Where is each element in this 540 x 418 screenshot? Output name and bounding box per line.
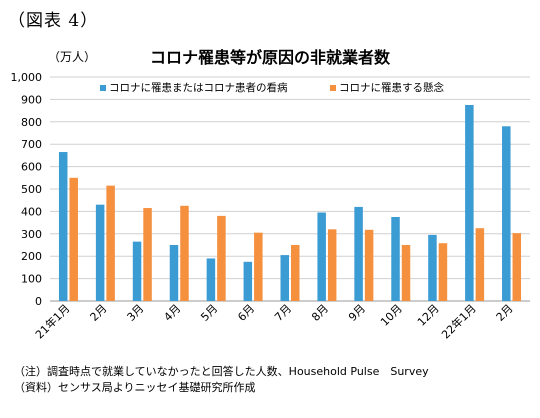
y-tick-label: 700: [21, 138, 42, 151]
x-tick-label: 9月: [346, 302, 368, 324]
bar-series-2: [291, 245, 300, 301]
y-tick-label: 500: [21, 183, 42, 196]
y-tick-label: 900: [21, 93, 42, 106]
legend-swatch: [330, 85, 336, 91]
bar-series-1: [354, 206, 363, 301]
bar-series-1: [465, 105, 474, 301]
y-tick-label: 0: [35, 295, 42, 308]
y-tick-label: 100: [21, 273, 42, 286]
y-tick-label: 200: [21, 250, 42, 263]
bar-series-1: [95, 204, 105, 301]
y-tick-label: 300: [21, 228, 42, 241]
bar-series-2: [401, 245, 411, 301]
bar-series-1: [502, 126, 511, 301]
bar-series-1: [428, 234, 437, 301]
bar-series-1: [243, 261, 253, 301]
bar-series-2: [180, 205, 189, 301]
y-tick-label: 400: [21, 205, 42, 218]
x-tick-label: 12月: [415, 302, 442, 329]
y-axis-unit-label: （万人）: [48, 50, 97, 64]
gridlines: [50, 76, 530, 302]
bar-series-2: [143, 208, 152, 301]
bar-series-1: [391, 217, 400, 301]
bar-series-1: [280, 255, 289, 301]
y-tick-label: 600: [21, 161, 42, 174]
bar-series-1: [317, 212, 326, 301]
bar-series-2: [475, 228, 485, 301]
bar-series-1: [206, 258, 216, 301]
y-tick-label: 1,000: [11, 71, 43, 84]
x-tick-label: 4月: [161, 302, 183, 324]
note-source: （資料）センサス局よりニッセイ基礎研究所作成: [14, 381, 256, 394]
x-tick-label: 2月: [88, 302, 110, 324]
bar-series-2: [364, 229, 374, 301]
x-tick-label: 7月: [272, 302, 294, 324]
note-survey: （注）調査時点で就業していなかったと回答した人数、Household Pulse…: [14, 365, 429, 378]
notes: （注）調査時点で就業していなかったと回答した人数、Household Pulse…: [14, 364, 429, 396]
y-axis-ticks: 0 100 200 300 400 500 600 700 800 900 1,000: [11, 71, 43, 308]
x-tick-label: 2月: [494, 302, 516, 324]
x-tick-label: 10月: [378, 302, 405, 329]
bar-series-2: [512, 233, 522, 301]
bar-series-2: [106, 185, 115, 301]
bars: [58, 105, 522, 301]
bar-series-1: [132, 241, 142, 301]
y-tick-label: 800: [21, 116, 42, 129]
bar-series-2: [327, 229, 337, 301]
bar-series-1: [169, 245, 179, 301]
x-tick-label: 5月: [198, 302, 220, 324]
x-tick-label: 8月: [309, 302, 331, 324]
bar-series-2: [438, 243, 448, 301]
bar-series-2: [69, 177, 78, 301]
legend-label: コロナに罹患またはコロナ患者の看病: [109, 81, 288, 94]
legend-label: コロナに罹患する懸念: [339, 81, 444, 94]
legend-swatch: [100, 85, 106, 91]
x-tick-label: 3月: [125, 302, 147, 324]
chart-title: コロナ罹患等が原因の非就業者数: [149, 48, 390, 67]
legend: コロナに罹患またはコロナ患者の看病 コロナに罹患する懸念: [100, 81, 444, 94]
x-tick-label: 22年1月: [438, 301, 478, 341]
x-tick-label: 6月: [235, 302, 257, 324]
bar-series-1: [58, 152, 68, 301]
bar-series-2: [254, 232, 263, 301]
figure-label: （図表 4）: [8, 11, 99, 31]
bar-series-2: [217, 215, 226, 301]
